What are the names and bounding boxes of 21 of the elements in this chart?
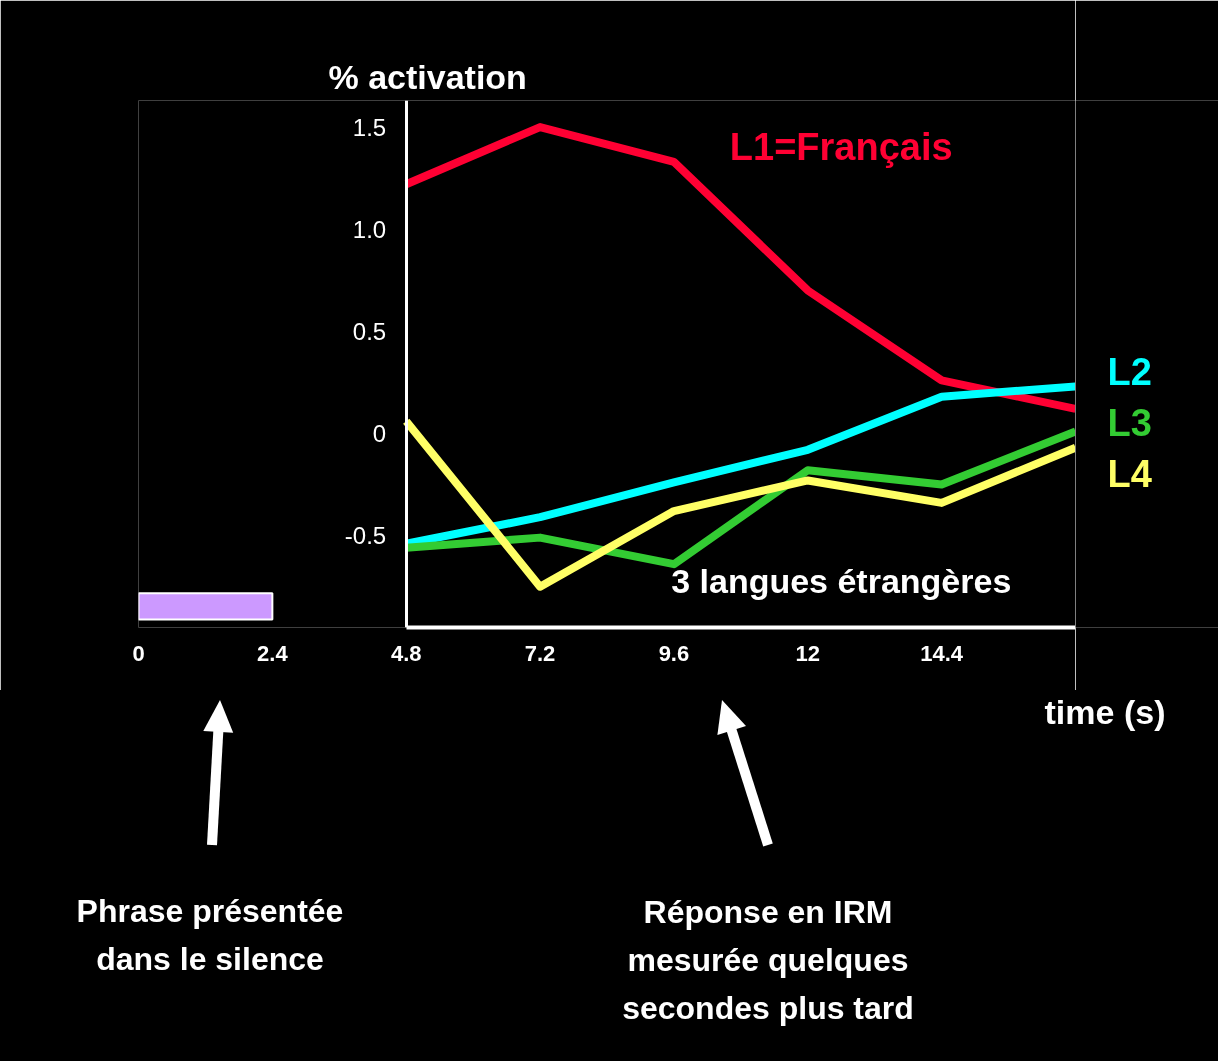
x-tick-label: 0 xyxy=(132,640,145,666)
x-tick-label: 2.4 xyxy=(257,640,289,666)
x-tick-label: 9.6 xyxy=(658,640,690,666)
x-axis-title: time (s) xyxy=(1044,691,1166,733)
text: Réponse en IRM mesurée quelques secondes plus tard xyxy=(622,893,914,1028)
y-tick-label: 1.0 xyxy=(352,215,387,243)
x-tick-label: 12 xyxy=(795,640,821,666)
text: Phrase présentée dans le silence xyxy=(76,892,344,979)
y-tick-label: 1.5 xyxy=(352,113,387,141)
x-tick-label: 14.4 xyxy=(920,640,964,666)
series-label: L3 xyxy=(1107,402,1152,445)
series-label: L2 xyxy=(1107,351,1152,394)
y-tick-label: -0.5 xyxy=(344,522,387,550)
series-label: L4 xyxy=(1107,453,1152,496)
y-tick-label: 0 xyxy=(372,419,387,447)
x-tick-label: 4.8 xyxy=(390,640,422,666)
x-tick-label: 7.2 xyxy=(524,640,556,666)
series-label: L1=Français xyxy=(729,126,953,169)
y-axis-title: % activation xyxy=(328,57,527,96)
y-tick-label: 0.5 xyxy=(352,317,387,345)
annotation: 3 langues étrangères xyxy=(671,561,1012,600)
